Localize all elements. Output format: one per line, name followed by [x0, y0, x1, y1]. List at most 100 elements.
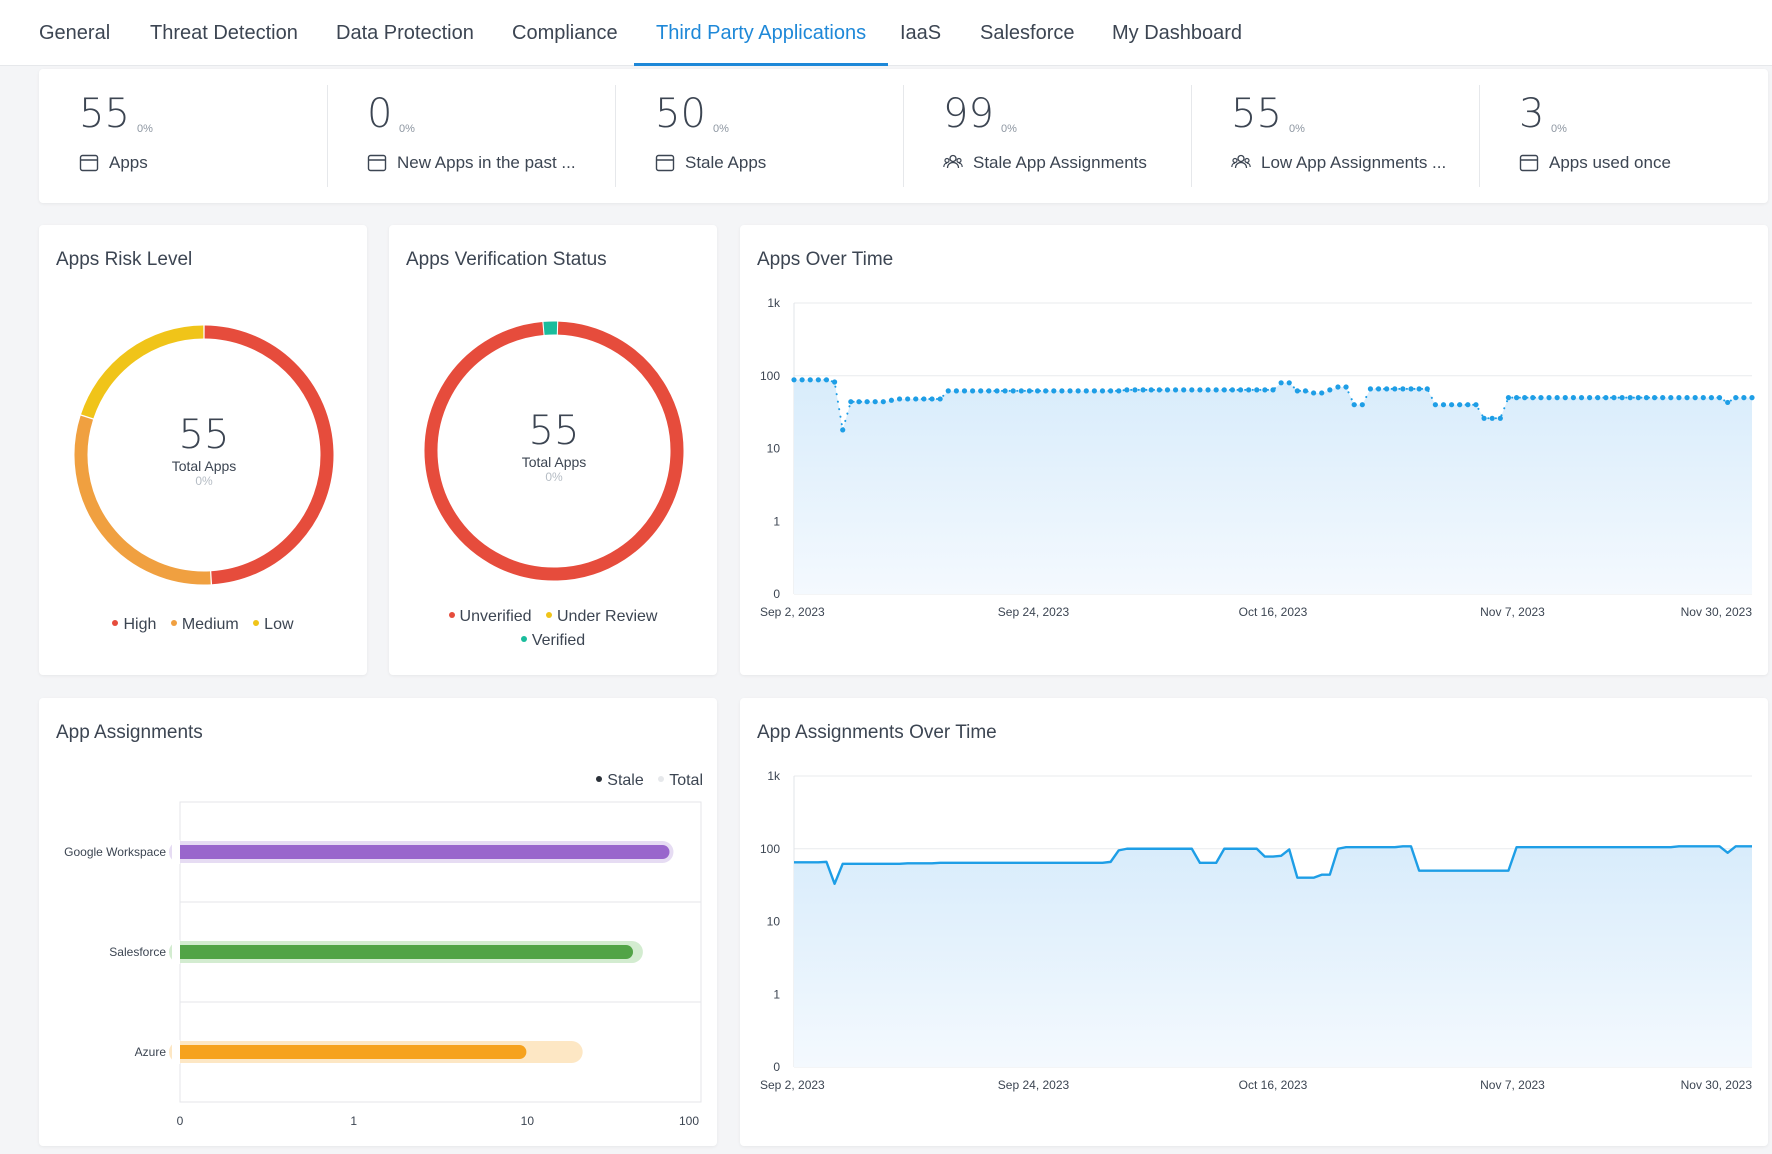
data-point[interactable] — [1351, 402, 1357, 408]
data-point[interactable] — [1400, 386, 1406, 392]
data-point[interactable] — [1246, 387, 1252, 393]
data-point[interactable] — [1181, 387, 1187, 393]
data-point[interactable] — [1643, 395, 1650, 401]
data-point[interactable] — [1075, 388, 1081, 394]
data-point[interactable] — [1310, 390, 1317, 396]
legend-medium[interactable]: Medium — [170, 613, 239, 637]
data-point[interactable] — [1660, 395, 1666, 401]
data-point[interactable] — [1278, 380, 1284, 386]
stat-stale-app-assignments[interactable]: 99 0% Stale App Assignments — [903, 69, 1191, 203]
data-point[interactable] — [1051, 388, 1057, 394]
donut-slice-low[interactable] — [81, 325, 204, 419]
data-point[interactable] — [1749, 395, 1755, 401]
data-point[interactable] — [1457, 402, 1463, 408]
data-point[interactable] — [1343, 384, 1349, 390]
legend-unverified[interactable]: Unverified — [448, 605, 532, 629]
data-point[interactable] — [831, 379, 838, 385]
data-point[interactable] — [1270, 387, 1276, 393]
data-point[interactable] — [970, 388, 976, 394]
data-point[interactable] — [1132, 387, 1138, 393]
data-point[interactable] — [896, 396, 903, 402]
tab-general[interactable]: General — [39, 22, 111, 44]
data-point[interactable] — [1578, 395, 1585, 401]
tab-threat-detection[interactable]: Threat Detection — [150, 22, 298, 44]
data-point[interactable] — [1205, 387, 1211, 393]
data-point[interactable] — [1562, 395, 1568, 401]
data-point[interactable] — [994, 388, 1000, 394]
stat-low-app-assignments[interactable]: 55 0% Low App Assignments ... — [1191, 69, 1479, 203]
stat-new-apps[interactable]: 0 0% New Apps in the past ... — [327, 69, 615, 203]
data-point[interactable] — [1164, 387, 1171, 393]
data-point[interactable] — [1554, 395, 1560, 401]
data-point[interactable] — [1091, 388, 1097, 394]
data-point[interactable] — [1505, 395, 1512, 401]
data-point[interactable] — [1481, 415, 1487, 421]
data-point[interactable] — [1595, 395, 1601, 401]
data-point[interactable] — [986, 388, 992, 394]
legend-total[interactable]: Total — [658, 772, 703, 789]
data-point[interactable] — [1148, 387, 1154, 393]
data-point[interactable] — [1619, 395, 1625, 401]
donut-slice-unverified[interactable] — [424, 321, 684, 581]
data-point[interactable] — [1367, 386, 1374, 392]
data-point[interactable] — [888, 397, 895, 403]
data-point[interactable] — [1473, 402, 1479, 408]
data-point[interactable] — [1067, 388, 1073, 394]
data-point[interactable] — [1099, 388, 1106, 394]
data-point[interactable] — [1116, 388, 1122, 394]
data-point[interactable] — [1213, 387, 1219, 393]
data-point[interactable] — [1083, 388, 1089, 394]
data-point[interactable] — [953, 388, 959, 394]
data-point[interactable] — [807, 377, 813, 383]
data-point[interactable] — [937, 396, 943, 402]
data-point[interactable] — [1570, 395, 1576, 401]
data-point[interactable] — [1229, 387, 1236, 393]
data-point[interactable] — [1725, 399, 1731, 406]
data-point[interactable] — [1692, 395, 1698, 401]
legend-high[interactable]: High — [112, 613, 156, 637]
tab-salesforce[interactable]: Salesforce — [980, 22, 1075, 44]
data-point[interactable] — [1708, 395, 1715, 401]
data-point[interactable] — [1002, 388, 1008, 394]
data-point[interactable] — [1700, 395, 1706, 401]
data-point[interactable] — [921, 396, 927, 402]
data-point[interactable] — [1587, 395, 1593, 401]
data-point[interactable] — [929, 396, 935, 402]
donut-slice-high[interactable] — [204, 325, 334, 585]
data-point[interactable] — [961, 388, 968, 394]
data-point[interactable] — [1530, 395, 1536, 401]
data-point[interactable] — [1034, 388, 1041, 394]
data-point[interactable] — [1375, 386, 1382, 392]
data-point[interactable] — [905, 396, 911, 402]
data-point[interactable] — [1603, 395, 1609, 401]
data-point[interactable] — [791, 377, 797, 383]
data-point[interactable] — [1497, 415, 1503, 421]
data-point[interactable] — [1172, 387, 1179, 393]
data-point[interactable] — [1197, 387, 1203, 393]
data-point[interactable] — [1010, 388, 1016, 394]
data-point[interactable] — [1254, 387, 1260, 393]
data-point[interactable] — [1286, 380, 1292, 386]
data-point[interactable] — [1026, 388, 1033, 394]
data-point[interactable] — [1156, 387, 1162, 393]
verification-donut-chart[interactable] — [420, 317, 688, 585]
data-point[interactable] — [1424, 386, 1430, 392]
data-point[interactable] — [840, 427, 846, 433]
data-point[interactable] — [1489, 415, 1495, 421]
data-point[interactable] — [880, 399, 886, 405]
legend-under-review[interactable]: Under Review — [546, 605, 657, 629]
data-point[interactable] — [1319, 390, 1325, 396]
data-point[interactable] — [1668, 395, 1674, 401]
data-point[interactable] — [1432, 402, 1438, 408]
data-point[interactable] — [1237, 387, 1244, 393]
data-point[interactable] — [1221, 387, 1227, 393]
data-point[interactable] — [1651, 395, 1658, 401]
stat-apps[interactable]: 55 0% Apps — [39, 69, 327, 203]
data-point[interactable] — [1440, 402, 1447, 408]
data-point[interactable] — [1611, 395, 1617, 401]
data-point[interactable] — [1416, 386, 1422, 392]
data-point[interactable] — [799, 377, 805, 383]
data-point[interactable] — [1384, 386, 1390, 392]
